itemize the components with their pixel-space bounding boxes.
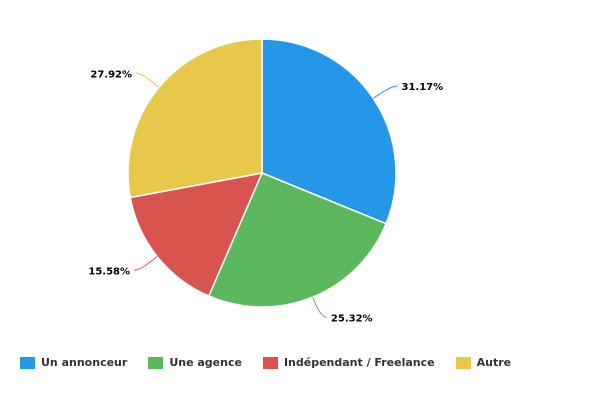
legend-label: Autre bbox=[476, 356, 512, 369]
legend-swatch bbox=[148, 356, 164, 369]
pie-slices bbox=[127, 38, 397, 308]
legend-swatch bbox=[20, 356, 35, 369]
legend-label: Une agence bbox=[169, 356, 242, 369]
slice-label-connectors bbox=[133, 72, 398, 318]
connector-independant-freelance bbox=[133, 256, 158, 271]
slice-label-une-agence: 25.32% bbox=[331, 313, 373, 324]
pie-slice-un-annonceur[interactable] bbox=[261, 38, 397, 225]
legend-item-independant-freelance[interactable]: Indépendant / Freelance bbox=[262, 356, 435, 369]
slice-label-autre: 27.92% bbox=[90, 69, 132, 80]
pie-slice-une-agence[interactable] bbox=[208, 172, 387, 308]
legend-item-un-annonceur[interactable]: Un annonceur bbox=[20, 356, 127, 369]
legend-item-autre[interactable]: Autre bbox=[455, 356, 512, 369]
legend-label: Indépendant / Freelance bbox=[283, 356, 435, 369]
legend-label: Un annonceur bbox=[41, 356, 128, 369]
connector-un-annonceur bbox=[372, 85, 398, 99]
connector-autre bbox=[135, 72, 160, 88]
legend-item-une-agence[interactable]: Une agence bbox=[148, 356, 242, 369]
legend-swatch bbox=[262, 356, 278, 369]
slice-labels: 31.17% 25.32% 15.58% 27.92% bbox=[88, 69, 443, 324]
chart-legend: Un annonceur Une agence Indépendant / Fr… bbox=[20, 356, 532, 369]
pie-slice-autre[interactable] bbox=[127, 38, 263, 199]
slice-label-un-annonceur: 31.17% bbox=[401, 82, 443, 93]
legend-swatch bbox=[455, 356, 471, 369]
slice-label-independant-freelance: 15.58% bbox=[88, 266, 130, 277]
connector-une-agence bbox=[312, 296, 328, 318]
